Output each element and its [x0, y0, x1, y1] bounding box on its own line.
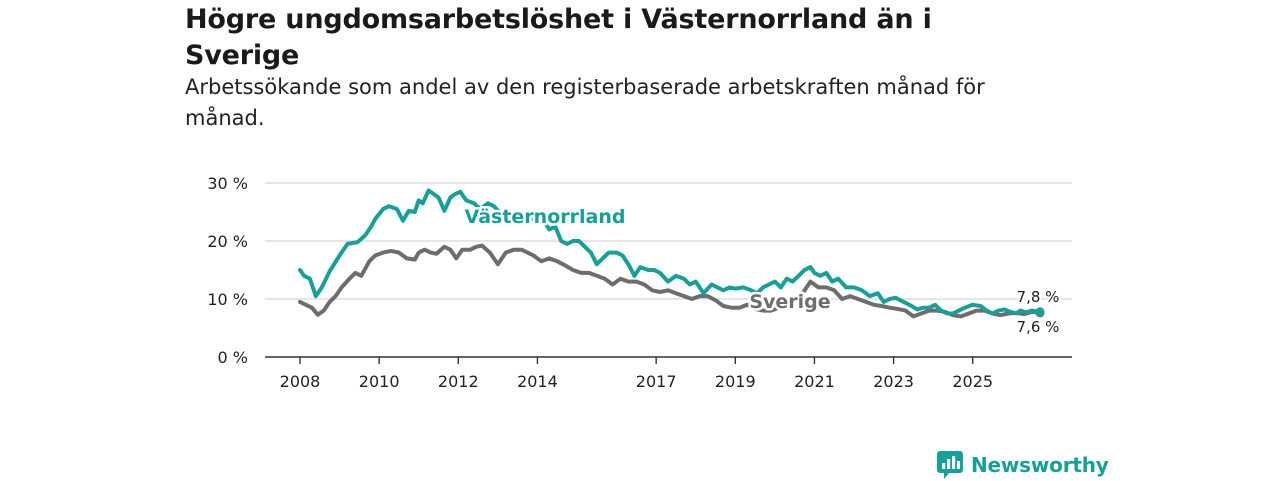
x-tick-label: 2012: [438, 372, 479, 391]
chart-title: Högre ungdomsarbetslöshet i Västernorrla…: [185, 4, 932, 71]
series-lines: [298, 188, 1045, 319]
series-label-sverige: Sverige: [749, 291, 830, 313]
x-tick-label: 2023: [873, 372, 914, 391]
series-labels: Västernorrland Sverige 7,8 % 7,6 %: [462, 204, 1061, 339]
series-line-vasternorrland: [298, 188, 1042, 316]
newsworthy-logo: Newsworthy: [937, 449, 1109, 481]
x-tick-label: 2021: [794, 372, 835, 391]
x-axis-ticks: 2008 2010 2012 2014 2017 2019 2021 2023 2025: [280, 357, 993, 391]
y-tick-label: 10 %: [207, 290, 248, 309]
gridlines: [265, 182, 1072, 300]
x-tick-label: 2025: [952, 372, 993, 391]
x-tick-label: 2010: [359, 372, 400, 391]
series-line-sverige: [298, 243, 1042, 319]
x-tick-label: 2019: [715, 372, 756, 391]
bar-chart-speech-bubble-icon: [937, 451, 963, 479]
end-point-vasternorrland: [1035, 307, 1045, 317]
chart-subtitle: Arbetssökande som andel av den registerb…: [185, 75, 985, 130]
y-axis-ticks: 0 % 10 % 20 % 30 %: [207, 174, 248, 367]
x-tick-label: 2014: [517, 372, 558, 391]
end-value-label-sverige: 7,6 %: [1017, 318, 1060, 336]
y-tick-label: 30 %: [207, 174, 248, 193]
x-tick-label: 2017: [636, 372, 677, 391]
brand-name: Newsworthy: [971, 453, 1109, 477]
y-tick-label: 20 %: [207, 232, 248, 251]
end-value-label-vasternorrland: 7,8 %: [1017, 288, 1060, 306]
x-tick-label: 2008: [280, 372, 321, 391]
series-label-vasternorrland: Västernorrland: [465, 206, 626, 228]
y-tick-label: 0 %: [218, 348, 248, 367]
